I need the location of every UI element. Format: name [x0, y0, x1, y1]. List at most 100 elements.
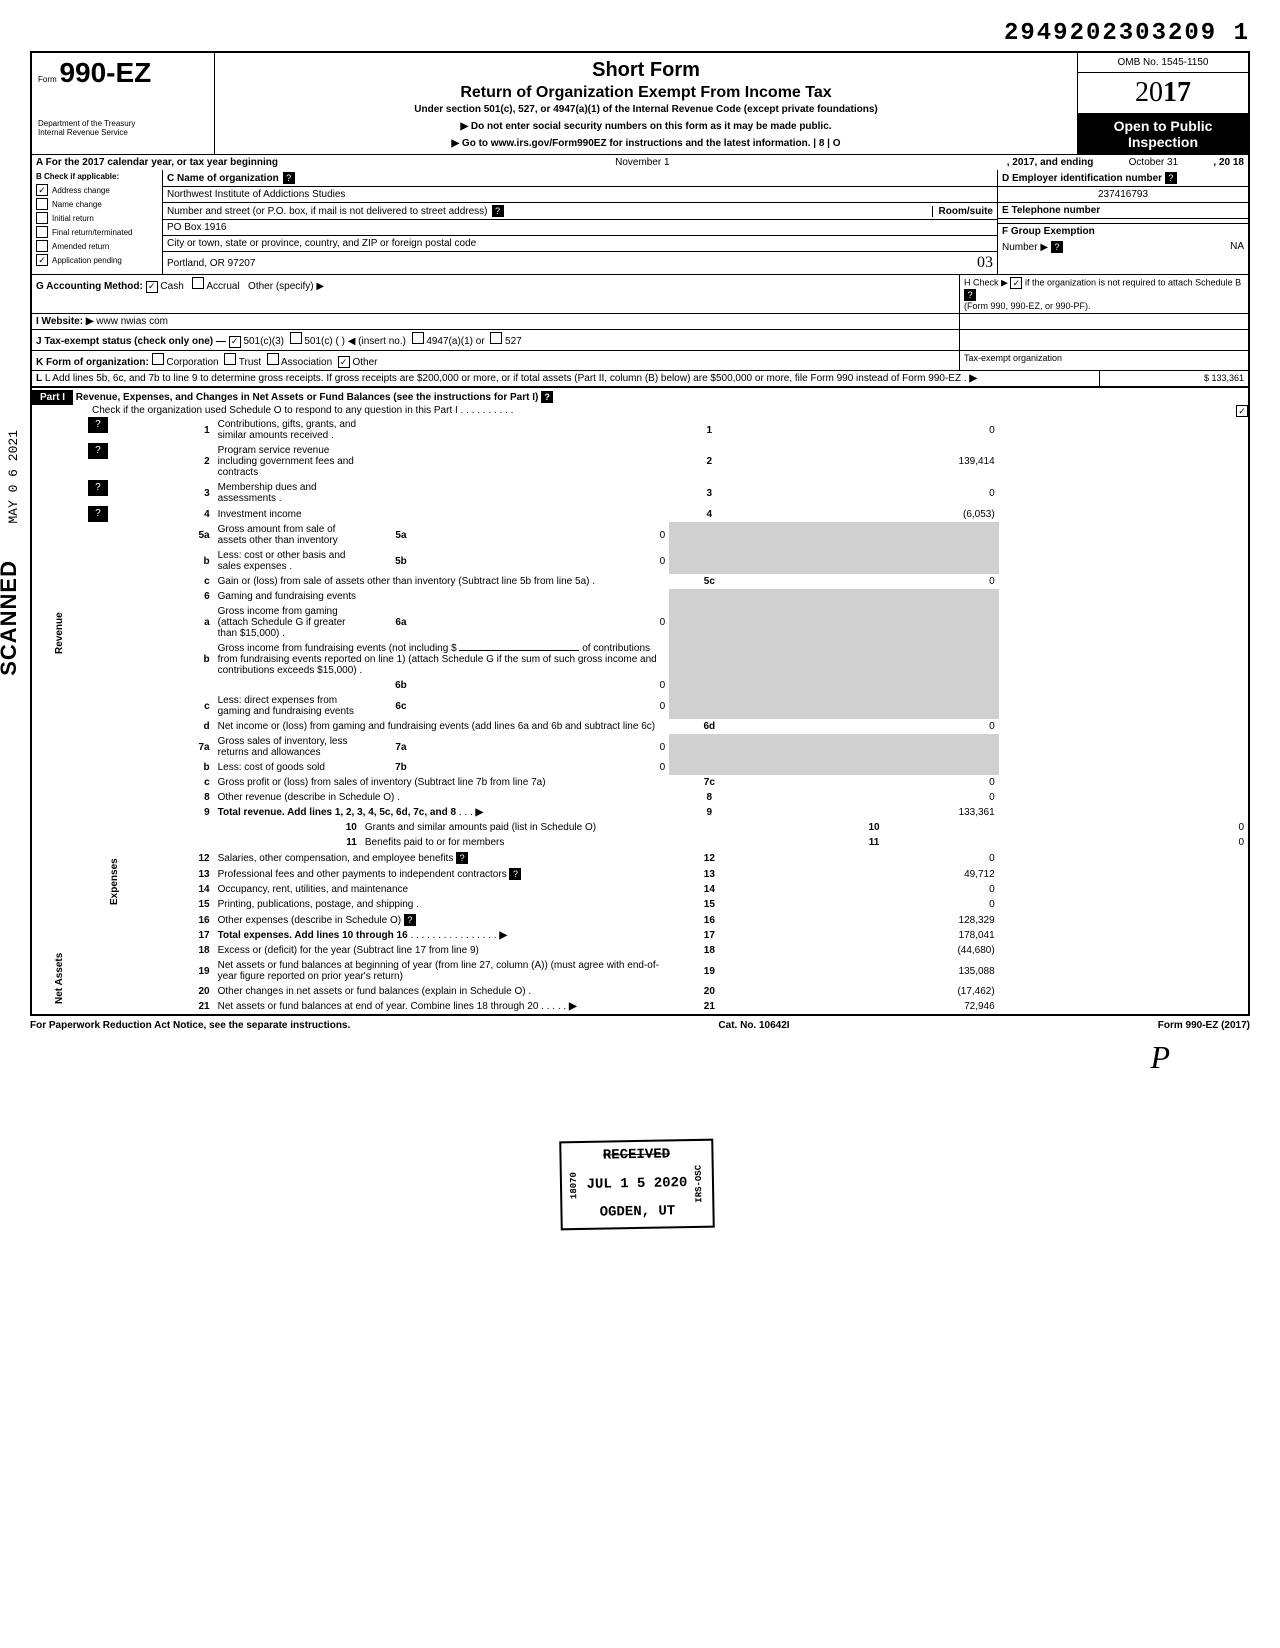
open-public: Open to Public Inspection [1078, 114, 1248, 154]
h-text2: if the organization is not required to a… [1025, 278, 1241, 288]
line-6c-box: 6c [361, 693, 441, 719]
q-icon: ? [88, 506, 108, 522]
line-5a-label: Gross amount from sale of assets other t… [214, 522, 361, 548]
line-12-label: Salaries, other compensation, and employ… [218, 853, 454, 864]
e-label: E Telephone number [1002, 205, 1100, 216]
l-amount: 133,361 [1211, 373, 1244, 383]
line-7c-label: Gross profit or (loss) from sales of inv… [214, 775, 670, 790]
line-7b-box: 7b [361, 760, 441, 775]
help-icon[interactable]: ? [964, 289, 976, 301]
q-icon: ? [88, 443, 108, 459]
line-20-label: Other changes in net assets or fund bala… [214, 984, 670, 999]
check-final-return[interactable] [36, 226, 48, 238]
received-ogden: OGDEN, UT [568, 1202, 706, 1224]
check-cash[interactable]: ✓ [146, 281, 158, 293]
line-5c-val: 0 [749, 574, 998, 589]
part1-title: Revenue, Expenses, and Changes in Net As… [76, 392, 539, 403]
org-name: Northwest Institute of Addictions Studie… [163, 187, 997, 203]
help-icon[interactable]: ? [1165, 172, 1177, 184]
handwritten-03: 03 [977, 254, 993, 272]
check-accrual[interactable] [192, 277, 204, 289]
line-16-label: Other expenses (describe in Schedule O) [218, 915, 401, 926]
check-application-pending[interactable]: ✓ [36, 254, 48, 266]
line-6d-label: Net income or (loss) from gaming and fun… [214, 719, 670, 734]
line-18-label: Excess or (deficit) for the year (Subtra… [214, 943, 670, 958]
website: www nwias com [96, 316, 168, 327]
line-6a-boxval: 0 [441, 604, 669, 641]
line-8-label: Other revenue (describe in Schedule O) . [214, 790, 670, 805]
k-corp: Corporation [166, 357, 218, 368]
check-corp[interactable] [152, 353, 164, 365]
help-icon[interactable]: ? [283, 172, 295, 184]
k-assoc: Association [281, 357, 332, 368]
line-4-label: Investment income [214, 506, 361, 522]
b-item-1: Name change [52, 200, 102, 209]
check-h[interactable]: ✓ [1010, 277, 1022, 289]
q-icon: ? [88, 417, 108, 433]
col-b: B Check if applicable: ✓Address change N… [32, 170, 163, 274]
line-21-val: 72,946 [749, 999, 998, 1014]
j-501c: 501(c) ( [304, 336, 338, 347]
k-tax-exempt: Tax-exempt organization [959, 351, 1248, 371]
j-527: 527 [505, 336, 522, 347]
line-5b-label: Less: cost or other basis and sales expe… [214, 548, 361, 574]
help-icon[interactable]: ? [1051, 241, 1063, 253]
line-2-label: Program service revenue including govern… [214, 443, 361, 480]
line-14-label: Occupancy, rent, utilities, and maintena… [214, 882, 670, 897]
line-7a-box: 7a [361, 734, 441, 760]
line-5a-boxval: 0 [441, 522, 669, 548]
check-name-change[interactable] [36, 198, 48, 210]
line-15-label: Printing, publications, postage, and shi… [214, 897, 670, 912]
title-short: Short Form [223, 59, 1069, 82]
form-number-box: Form 990-EZ Department of the Treasury I… [32, 53, 215, 154]
line-5b-boxval: 0 [441, 548, 669, 574]
check-assoc[interactable] [267, 353, 279, 365]
line-21-label: Net assets or fund balances at end of ye… [218, 1001, 539, 1012]
k-trust: Trust [239, 357, 261, 368]
check-4947[interactable] [412, 332, 424, 344]
help-icon[interactable]: ? [404, 914, 416, 926]
help-icon[interactable]: ? [456, 852, 468, 864]
check-527[interactable] [490, 332, 502, 344]
room-label: Room/suite [932, 206, 993, 217]
check-501c[interactable] [290, 332, 302, 344]
line-a-mid: , 2017, and ending [1007, 157, 1094, 168]
c-label: C Name of organization [167, 173, 279, 184]
line-11-label: Benefits paid to or for members [361, 835, 750, 850]
omb-box: OMB No. 1545-1150 2017 Open to Public In… [1078, 53, 1248, 154]
line-a-begin: November 1 [278, 157, 1007, 168]
line-a-label: A For the 2017 calendar year, or tax yea… [36, 157, 278, 168]
q-icon: ? [88, 480, 108, 496]
line-7a-boxval: 0 [441, 734, 669, 760]
help-icon[interactable]: ? [492, 205, 504, 217]
b-item-4: Amended return [52, 242, 109, 251]
h-text3: (Form 990, 990-EZ, or 990-PF). [964, 301, 1091, 311]
check-other-org[interactable]: ✓ [338, 356, 350, 368]
help-icon[interactable]: ? [541, 391, 553, 403]
line-20-val: (17,462) [749, 984, 998, 999]
j-label: J Tax-exempt status (check only one) — [36, 336, 226, 347]
line-5a-box: 5a [361, 522, 441, 548]
scan-date-stamp: MAY 0 6 2021 [6, 430, 21, 524]
check-address-change[interactable]: ✓ [36, 184, 48, 196]
side-netassets: Net Assets [32, 943, 87, 1014]
note-url: ▶ Go to www.irs.gov/Form990EZ for instru… [223, 138, 1069, 149]
check-schedule-o[interactable]: ✓ [1236, 405, 1248, 417]
footer-left: For Paperwork Reduction Act Notice, see … [30, 1020, 350, 1031]
org-city: Portland, OR 97207 [167, 258, 255, 269]
g-accrual: Accrual [206, 281, 239, 292]
h-text1: H Check ▶ [964, 278, 1008, 288]
check-amended[interactable] [36, 240, 48, 252]
line-14-val: 0 [749, 882, 998, 897]
g-label: G Accounting Method: [36, 281, 143, 292]
check-501c3[interactable]: ✓ [229, 336, 241, 348]
f-number-label: Number ▶ [1002, 242, 1048, 253]
title-box: Short Form Return of Organization Exempt… [215, 53, 1078, 154]
help-icon[interactable]: ? [509, 868, 521, 880]
check-initial-return[interactable] [36, 212, 48, 224]
line-5c-label: Gain or (loss) from sale of assets other… [214, 574, 670, 589]
j-insert: ) ◀ (insert no.) [342, 336, 406, 347]
line-a-end-year: , 20 18 [1213, 157, 1244, 168]
b-item-3: Final return/terminated [52, 228, 132, 237]
check-trust[interactable] [224, 353, 236, 365]
